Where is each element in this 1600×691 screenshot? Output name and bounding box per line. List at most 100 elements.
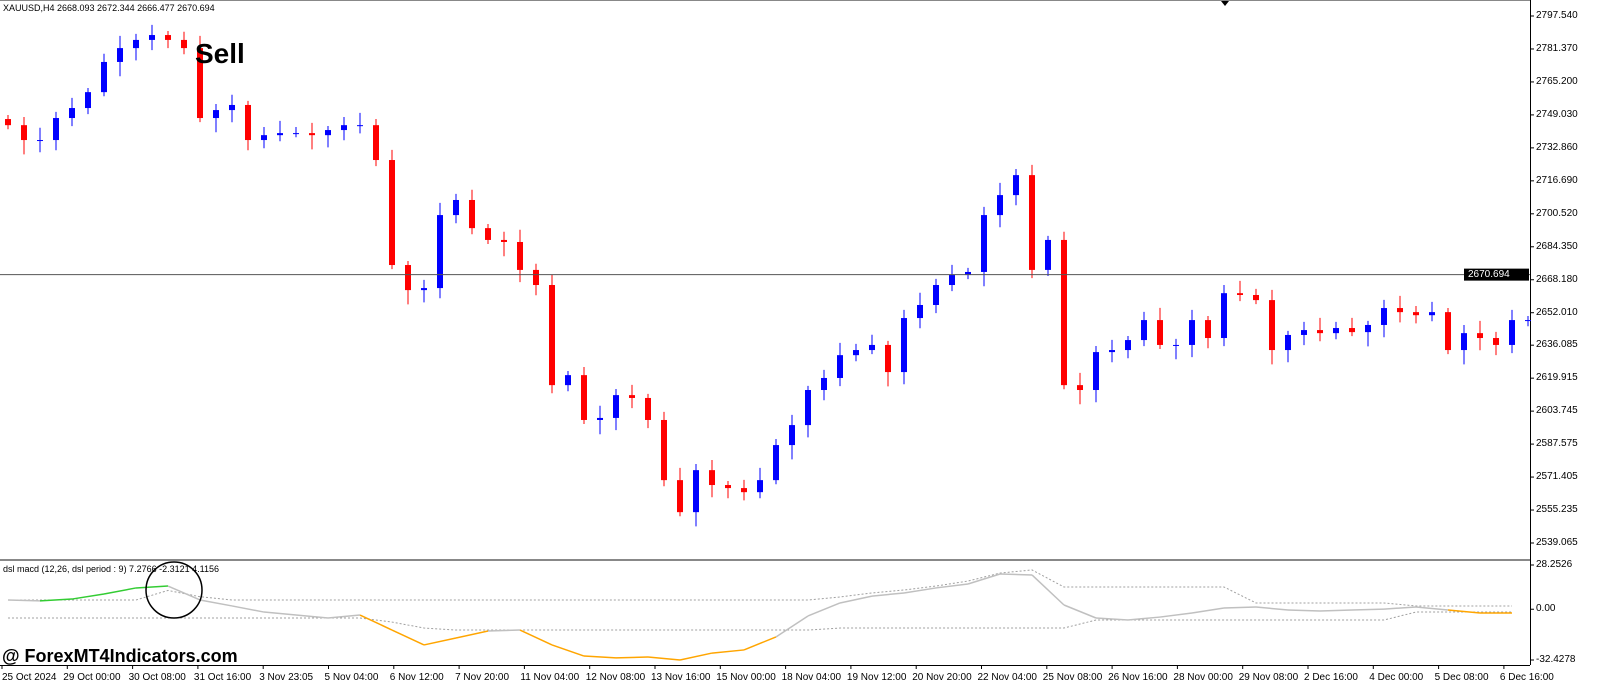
bear-candle xyxy=(1077,385,1083,391)
time-tick-label: 18 Nov 04:00 xyxy=(781,672,842,683)
dsl-lower-level-line xyxy=(8,611,1512,631)
macd-segment-neutral xyxy=(1031,574,1065,606)
macd-segment-up xyxy=(71,593,105,600)
macd-segment-neutral xyxy=(7,599,41,602)
bull-candle xyxy=(1173,344,1179,346)
bear-candle xyxy=(1477,333,1483,339)
macd-segment-down xyxy=(423,637,457,646)
price-tick-label: 2571.405 xyxy=(1536,471,1578,483)
bull-candle xyxy=(773,445,779,481)
macd-segment-neutral xyxy=(1383,606,1417,610)
bull-candle xyxy=(1109,350,1115,353)
bull-candle xyxy=(1525,320,1531,322)
bear-candle xyxy=(501,239,507,242)
bull-candle xyxy=(757,480,763,493)
macd-segment-neutral xyxy=(487,629,521,632)
time-tick-label: 20 Nov 20:00 xyxy=(912,672,972,683)
bear-candle xyxy=(1493,338,1499,345)
bear-candle xyxy=(1269,300,1275,351)
bull-candle xyxy=(229,104,235,111)
price-tick-label: 2700.520 xyxy=(1536,207,1578,219)
bear-candle xyxy=(1157,320,1163,345)
macd-segment-up xyxy=(103,587,137,595)
time-tick-label: 11 Nov 04:00 xyxy=(520,672,580,683)
bull-candle xyxy=(1285,334,1291,351)
bull-candle xyxy=(421,288,427,291)
macd-segment-neutral xyxy=(1063,604,1097,619)
macd-segment-neutral xyxy=(1415,606,1449,611)
bull-candle xyxy=(965,271,971,276)
bear-candle xyxy=(709,470,715,486)
bear-candle xyxy=(677,480,683,513)
bull-candle xyxy=(869,344,875,351)
macd-segment-neutral xyxy=(1191,607,1225,614)
macd-segment-neutral xyxy=(871,592,905,597)
macd-segment-neutral xyxy=(935,583,969,589)
macd-tick-label: 0.00 xyxy=(1536,603,1556,615)
bull-candle xyxy=(997,195,1003,216)
bear-candle xyxy=(517,241,523,270)
macd-segment-neutral xyxy=(1319,609,1353,612)
time-tick-label: 2 Dec 16:00 xyxy=(1304,672,1358,683)
bear-candle xyxy=(725,485,731,489)
bear-candle xyxy=(485,228,491,240)
bear-candle xyxy=(581,375,587,420)
bear-candle xyxy=(181,39,187,49)
bull-candle xyxy=(293,133,299,135)
sell-annotation: Sell xyxy=(195,38,245,69)
macd-segment-down xyxy=(551,644,585,657)
macd-segment-neutral xyxy=(231,605,265,613)
bear-candle xyxy=(661,419,667,481)
bear-candle xyxy=(197,48,203,119)
macd-segment-neutral xyxy=(1095,617,1129,621)
bear-candle xyxy=(405,265,411,291)
time-tick-label: 15 Nov 00:00 xyxy=(716,672,776,683)
indicator-title: dsl macd (12,26, dsl period : 9) 7.2766 … xyxy=(3,564,219,574)
macd-tick-label: 28.2526 xyxy=(1536,559,1573,570)
bull-candle xyxy=(1333,328,1339,334)
bull-candle xyxy=(565,375,571,386)
bull-candle xyxy=(1221,293,1227,339)
bull-candle xyxy=(37,140,43,142)
bull-candle xyxy=(357,125,363,127)
macd-segment-down xyxy=(647,656,681,661)
bull-candle xyxy=(821,377,827,391)
price-tick-label: 2732.860 xyxy=(1536,141,1578,153)
bear-candle xyxy=(645,397,651,420)
time-tick-label: 25 Oct 2024 xyxy=(2,672,57,683)
bull-candle xyxy=(1509,320,1515,345)
time-tick-label: 4 Dec 00:00 xyxy=(1369,672,1424,683)
price-tick-label: 2797.540 xyxy=(1536,10,1578,21)
bear-candle xyxy=(1413,312,1419,316)
time-tick-label: 19 Nov 12:00 xyxy=(846,672,907,683)
bull-candle xyxy=(1125,340,1131,351)
time-tick-label: 7 Nov 20:00 xyxy=(455,672,510,683)
time-tick-label: 3 Nov 23:05 xyxy=(259,672,314,683)
price-tick-label: 2781.370 xyxy=(1536,42,1578,54)
time-tick-label: 5 Nov 04:00 xyxy=(324,672,379,683)
bull-candle xyxy=(277,133,283,136)
macd-segment-neutral xyxy=(167,585,201,601)
bear-candle xyxy=(1253,295,1259,301)
macd-segment-down xyxy=(743,636,777,651)
symbol-info: XAUUSD,H4 2668.093 2672.344 2666.477 267… xyxy=(3,3,215,13)
bear-candle xyxy=(1317,330,1323,334)
macd-segment-neutral xyxy=(1351,608,1385,611)
shift-marker-icon xyxy=(1221,1,1229,6)
bear-candle xyxy=(1349,328,1355,333)
circle-annotation xyxy=(145,561,203,619)
bear-candle xyxy=(389,160,395,266)
bear-candle xyxy=(549,285,555,386)
price-tick-label: 2765.200 xyxy=(1536,75,1578,87)
macd-segment-neutral xyxy=(903,587,937,594)
bull-candle xyxy=(1189,320,1195,345)
bear-candle xyxy=(245,104,251,141)
current-price-label: 2670.694 xyxy=(1468,268,1510,280)
price-tick-label: 2716.690 xyxy=(1536,174,1578,186)
price-tick-label: 2555.235 xyxy=(1536,504,1578,516)
macd-segment-neutral xyxy=(839,595,873,604)
bull-candle xyxy=(1429,312,1435,316)
time-tick-label: 29 Oct 00:00 xyxy=(63,672,121,683)
